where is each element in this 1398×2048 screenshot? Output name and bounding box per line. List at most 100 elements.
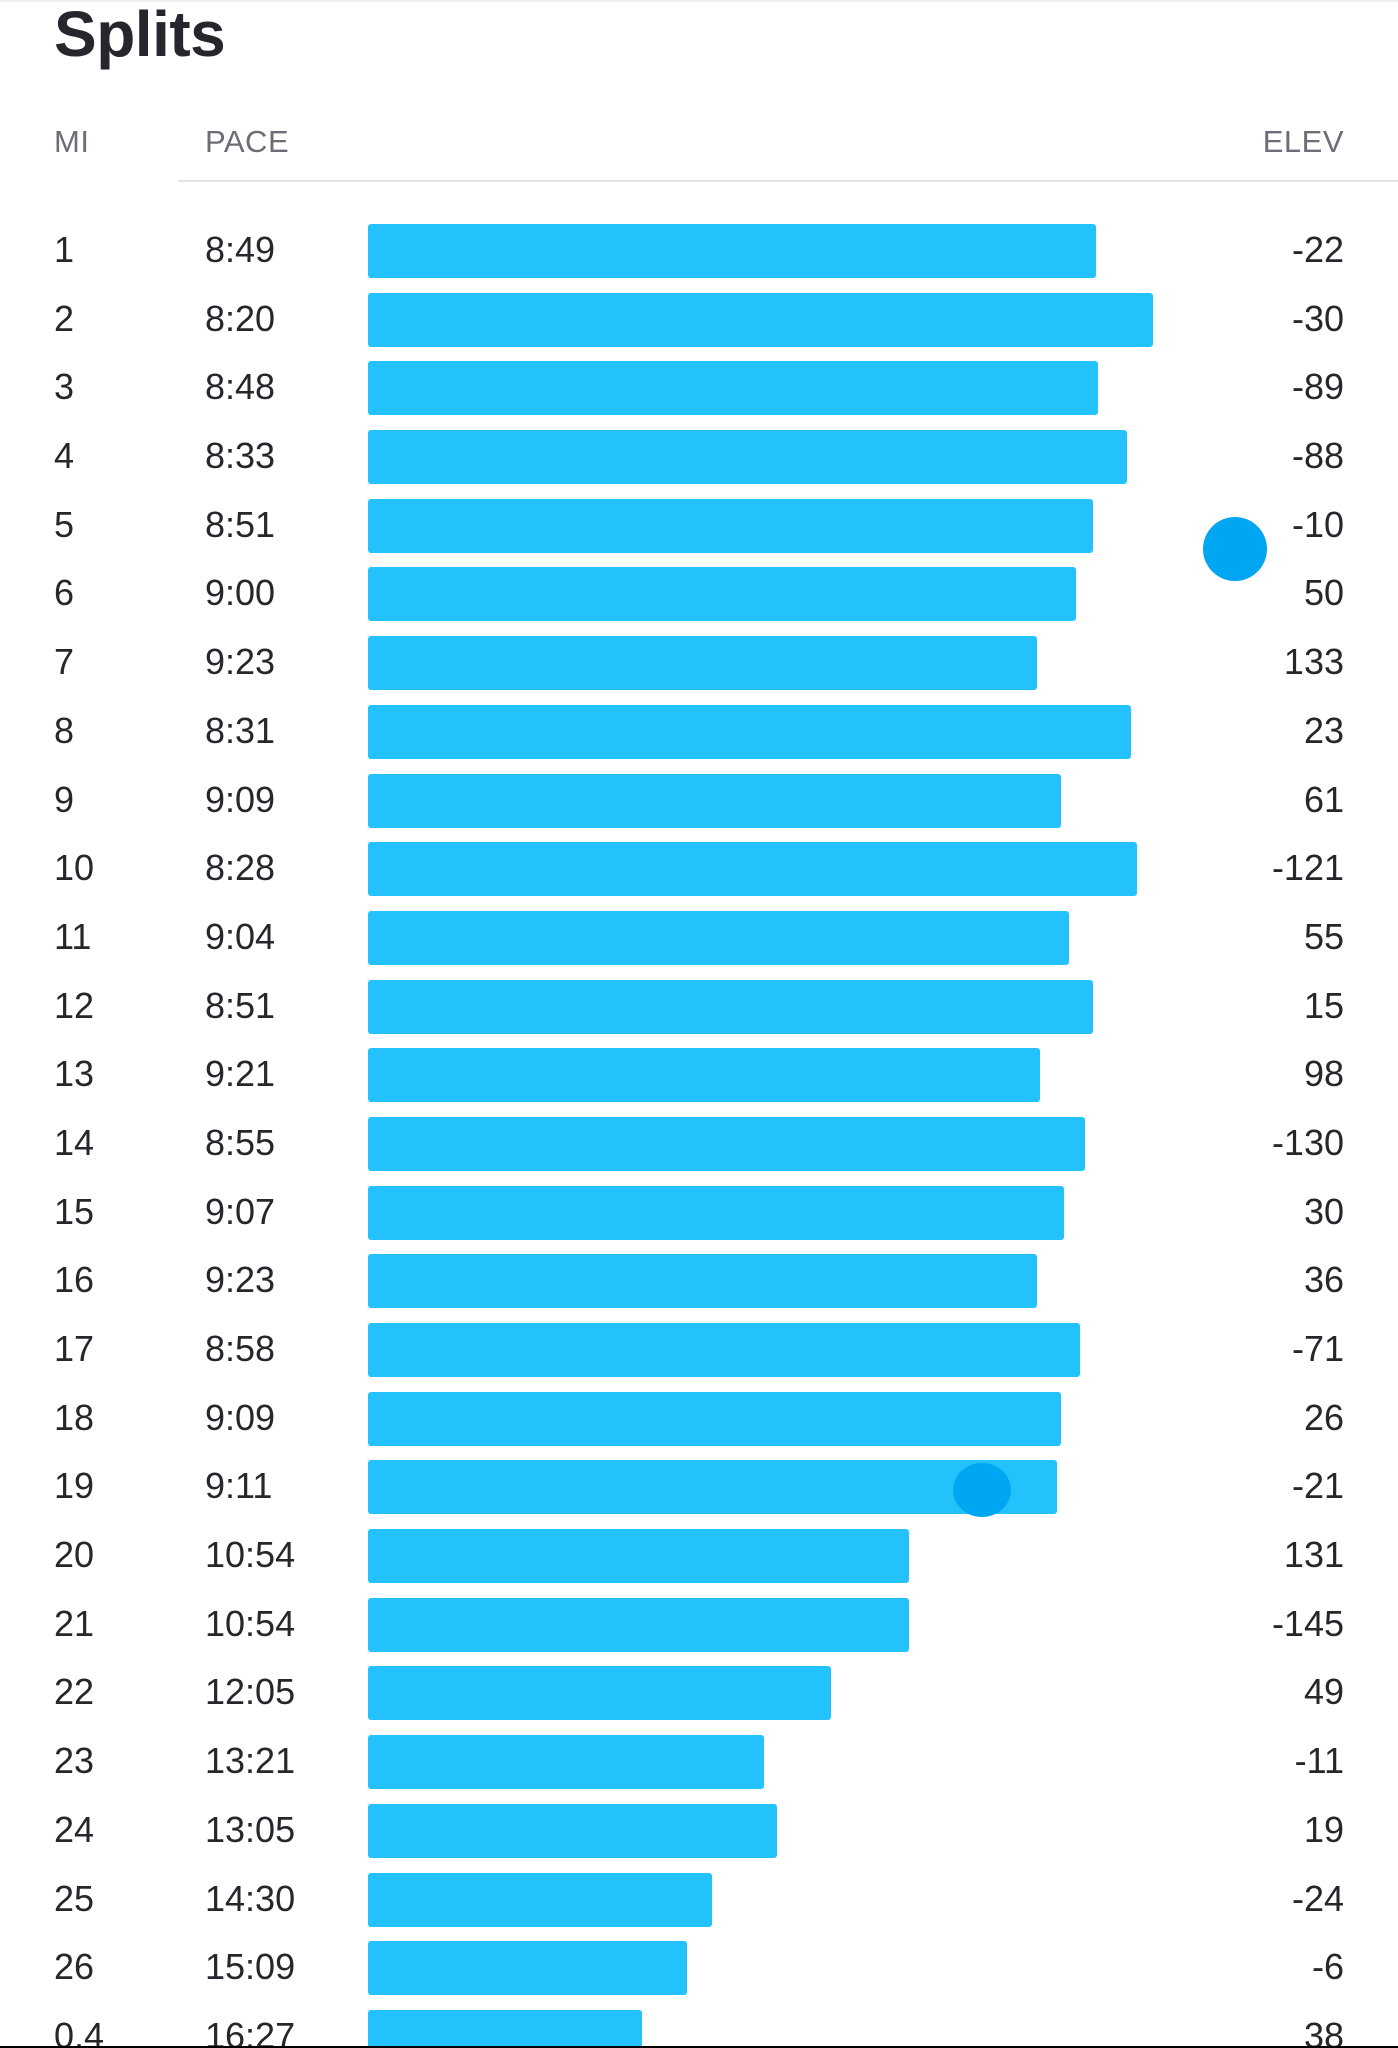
split-row[interactable]: 26 15:09 -6: [0, 1940, 1398, 2009]
split-row[interactable]: 25 14:30 -24: [0, 1872, 1398, 1941]
split-row[interactable]: 13 9:21 98: [0, 1047, 1398, 1116]
pace-bar: [368, 1254, 1037, 1309]
split-row[interactable]: 10 8:28 -121: [0, 841, 1398, 910]
split-row[interactable]: 9 9:09 61: [0, 773, 1398, 842]
pace-bar: [368, 292, 1153, 347]
split-mile: 10: [54, 847, 95, 889]
split-row[interactable]: 11 9:04 55: [0, 910, 1398, 979]
split-elevation: -6: [1311, 1946, 1344, 1988]
pace-bar: [368, 1529, 909, 1584]
touch-indicator: [1203, 517, 1267, 581]
split-row[interactable]: 12 8:51 15: [0, 979, 1398, 1048]
split-pace: 14:30: [205, 1877, 296, 1919]
split-row[interactable]: 23 13:21 -11: [0, 1734, 1398, 1803]
split-pace: 12:05: [205, 1671, 296, 1713]
split-pace: 13:05: [205, 1808, 296, 1850]
split-pace: 8:49: [205, 229, 276, 270]
pace-bar: [368, 1941, 687, 1996]
split-mile: 11: [54, 915, 92, 957]
split-pace: 13:21: [205, 1740, 296, 1782]
split-mile: 23: [54, 1740, 95, 1782]
pace-bar: [368, 498, 1093, 553]
pace-bar: [368, 1597, 909, 1652]
split-row[interactable]: 15 9:07 30: [0, 1185, 1398, 1254]
split-mile: 17: [54, 1328, 95, 1369]
split-elevation: 49: [1303, 1671, 1344, 1713]
split-mile: 22: [54, 1671, 95, 1713]
split-row[interactable]: 1 8:49 -22: [0, 223, 1398, 292]
bottom-edge: [0, 2046, 1398, 2048]
split-pace: 10:54: [205, 1534, 296, 1576]
split-pace: 8:33: [205, 435, 276, 477]
split-row[interactable]: 3 8:48 -89: [0, 360, 1398, 429]
split-mile: 4: [54, 435, 75, 477]
column-header-elev: ELEV: [1262, 124, 1344, 159]
split-row[interactable]: 4 8:33 -88: [0, 429, 1398, 498]
pace-bar: [368, 1116, 1085, 1171]
split-row[interactable]: 16 9:23 36: [0, 1253, 1398, 1322]
split-row[interactable]: 20 10:54 131: [0, 1528, 1398, 1597]
split-row[interactable]: 8 8:31 23: [0, 704, 1398, 773]
split-elevation: -89: [1291, 366, 1344, 408]
split-elevation: -24: [1291, 1877, 1344, 1919]
pace-bar: [368, 1872, 712, 1927]
split-pace: 9:23: [205, 641, 276, 683]
split-row[interactable]: 14 8:55 -130: [0, 1116, 1398, 1185]
split-pace: 9:09: [205, 778, 276, 820]
split-mile: 26: [54, 1946, 95, 1988]
split-elevation: -88: [1291, 435, 1344, 477]
split-elevation: -145: [1271, 1602, 1344, 1644]
split-row[interactable]: 7 9:23 133: [0, 635, 1398, 704]
pace-bar: [368, 2009, 642, 2048]
split-mile: 24: [54, 1808, 95, 1850]
split-pace: 8:58: [205, 1328, 276, 1369]
split-row[interactable]: 0.4 16:27 38: [0, 2009, 1398, 2048]
split-pace: 8:55: [205, 1121, 276, 1163]
top-divider: [0, 0, 1398, 2]
split-elevation: 23: [1303, 709, 1344, 751]
splits-list[interactable]: 1 8:49 -22 2 8:20 -30 3 8:48 -89 4 8:33 -88 5 8:51 -10…: [0, 223, 1398, 2048]
split-row[interactable]: 22 12:05 49: [0, 1665, 1398, 1734]
split-pace: 9:21: [205, 1053, 276, 1095]
split-row[interactable]: 6 9:00 50: [0, 566, 1398, 635]
split-elevation: -130: [1271, 1121, 1344, 1163]
split-elevation: -121: [1271, 847, 1344, 889]
touch-indicator: [953, 1463, 1011, 1517]
split-row[interactable]: 5 8:51 -10: [0, 498, 1398, 567]
split-row[interactable]: 2 8:20 -30: [0, 292, 1398, 361]
split-row[interactable]: 21 10:54 -145: [0, 1597, 1398, 1666]
split-pace: 8:51: [205, 503, 276, 545]
pace-bar: [368, 567, 1076, 622]
split-elevation: -30: [1291, 297, 1344, 339]
split-row[interactable]: 24 13:05 19: [0, 1803, 1398, 1872]
pace-bar: [368, 979, 1093, 1034]
pace-bar: [368, 1323, 1080, 1377]
split-mile: 6: [54, 572, 75, 614]
split-elevation: 50: [1303, 572, 1344, 614]
split-mile: 9: [54, 778, 75, 820]
pace-bar: [368, 636, 1037, 691]
split-mile: 12: [54, 984, 95, 1026]
pace-bar: [368, 361, 1098, 416]
pace-bar: [368, 1391, 1061, 1446]
split-mile: 3: [54, 366, 75, 408]
pace-bar: [368, 1048, 1040, 1103]
split-mile: 25: [54, 1877, 95, 1919]
split-pace: 8:31: [205, 709, 276, 751]
pace-bar: [368, 842, 1137, 897]
split-row[interactable]: 19 9:11 -21: [0, 1459, 1398, 1528]
split-pace: 8:51: [205, 984, 276, 1026]
pace-bar: [368, 430, 1127, 485]
split-row[interactable]: 18 9:09 26: [0, 1391, 1398, 1460]
split-mile: 5: [54, 503, 75, 545]
split-mile: 19: [54, 1465, 95, 1507]
column-header-pace: PACE: [205, 124, 290, 159]
split-mile: 16: [54, 1259, 95, 1301]
split-mile: 18: [54, 1396, 95, 1438]
split-elevation: 133: [1283, 641, 1344, 683]
split-mile: 1: [54, 229, 75, 270]
split-pace: 15:09: [205, 1946, 296, 1988]
split-row[interactable]: 17 8:58 -71: [0, 1322, 1398, 1391]
header-divider: [178, 180, 1398, 182]
pace-bar: [368, 910, 1069, 965]
